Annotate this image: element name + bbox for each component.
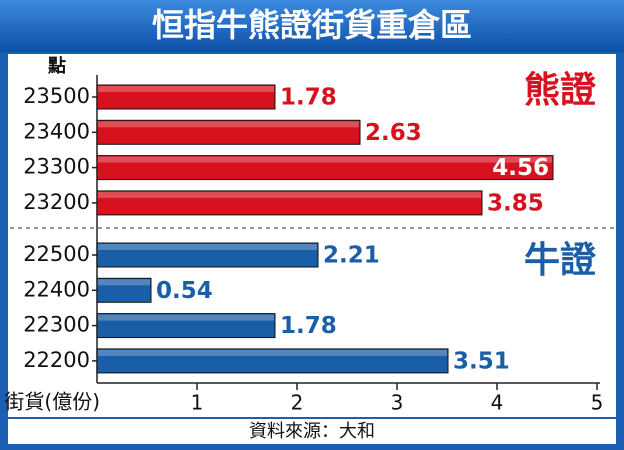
bar bbox=[96, 190, 483, 216]
group-label: 牛證 bbox=[524, 239, 597, 281]
value-label: 0.54 bbox=[156, 278, 213, 304]
bar-shine bbox=[98, 244, 317, 250]
bar-shine bbox=[98, 279, 150, 286]
x-tick-label: 4 bbox=[491, 391, 504, 415]
source: 資料來源：大和 bbox=[249, 421, 375, 442]
bar bbox=[96, 348, 449, 374]
bar bbox=[96, 242, 319, 268]
y-tick-label: 23500 bbox=[23, 84, 90, 108]
bar-shine bbox=[98, 156, 552, 163]
x-tick-label: 1 bbox=[191, 391, 204, 415]
bar bbox=[96, 155, 554, 181]
y-tick-label: 22400 bbox=[23, 277, 90, 301]
x-tick-label: 2 bbox=[291, 391, 304, 415]
title-bar bbox=[0, 0, 624, 52]
bar bbox=[96, 119, 361, 145]
y-tick-label: 22300 bbox=[23, 313, 90, 337]
bar-shine bbox=[98, 121, 359, 128]
bar bbox=[96, 313, 276, 339]
bar-shine bbox=[98, 349, 447, 356]
y-tick-label: 22200 bbox=[23, 348, 90, 372]
bar-shine bbox=[98, 86, 274, 92]
value-label: 4.56 bbox=[492, 155, 549, 181]
value-label: 2.21 bbox=[323, 243, 380, 269]
bar bbox=[96, 277, 152, 303]
bar-shine bbox=[98, 191, 481, 198]
y-tick-label: 22500 bbox=[23, 242, 90, 266]
y-tick-label: 23300 bbox=[23, 155, 90, 179]
value-label: 2.63 bbox=[365, 120, 422, 146]
value-label: 3.85 bbox=[487, 190, 544, 216]
bar bbox=[96, 84, 276, 110]
y-tick-label: 23200 bbox=[23, 190, 90, 214]
x-axis-label: 街貨(億份) bbox=[4, 390, 100, 414]
value-label: 1.78 bbox=[280, 313, 337, 339]
x-tick-label: 3 bbox=[391, 391, 404, 415]
chart-title: 恒指牛熊證街貨重倉區 bbox=[152, 6, 472, 44]
value-label: 1.78 bbox=[280, 85, 337, 111]
x-tick-label: 5 bbox=[591, 391, 604, 415]
y-axis-label: 點 bbox=[47, 56, 66, 77]
group-label: 熊證 bbox=[524, 69, 597, 111]
bar-shine bbox=[98, 314, 274, 321]
y-tick-label: 23400 bbox=[23, 119, 90, 143]
value-label: 3.51 bbox=[453, 348, 510, 374]
